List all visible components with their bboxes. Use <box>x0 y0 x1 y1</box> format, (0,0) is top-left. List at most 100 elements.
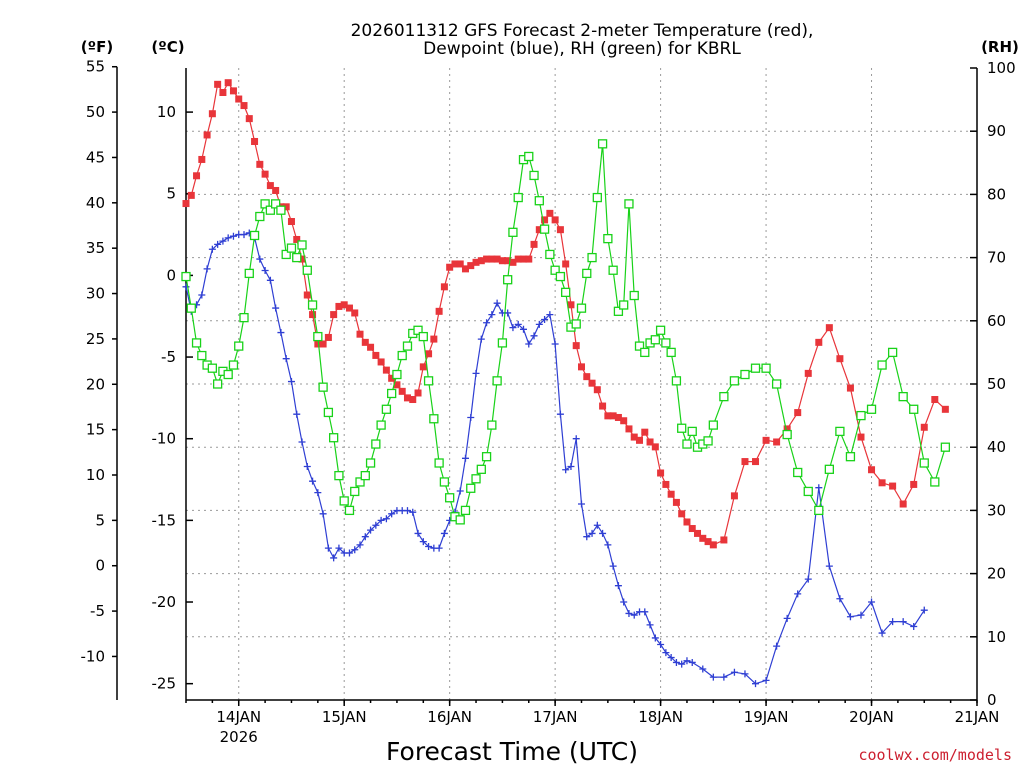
relative-humidity-point <box>613 306 624 316</box>
2-meter-dewpoint-point <box>182 283 190 291</box>
2-meter-dewpoint-point <box>361 533 369 541</box>
2-meter-temperature-point <box>641 428 649 436</box>
2-meter-temperature-point <box>393 381 401 389</box>
2-meter-dewpoint-point <box>214 240 222 248</box>
relative-humidity-point <box>212 379 223 389</box>
2-meter-temperature-point <box>530 240 538 248</box>
2-meter-dewpoint-point <box>372 521 380 529</box>
2-meter-dewpoint-point <box>720 673 728 681</box>
2-meter-temperature-series <box>182 79 949 549</box>
2-meter-temperature-point <box>920 423 928 431</box>
relative-humidity-series <box>181 139 951 525</box>
2-meter-temperature-point <box>261 170 269 178</box>
relative-humidity-point <box>466 483 476 493</box>
2-meter-temperature-point <box>741 458 749 466</box>
fahrenheit-tick-label: 15 <box>86 421 105 439</box>
relative-humidity-point <box>650 335 660 345</box>
2-meter-dewpoint-point <box>309 477 317 485</box>
2-meter-temperature-line <box>185 81 946 546</box>
relative-humidity-point <box>814 505 824 516</box>
2-meter-dewpoint-point <box>572 435 580 443</box>
relative-humidity-point <box>513 192 523 203</box>
fahrenheit-tick-label: 0 <box>95 557 105 575</box>
2-meter-temperature-point <box>504 257 512 265</box>
2-meter-temperature-point <box>214 80 222 88</box>
2-meter-temperature-point <box>272 186 280 194</box>
relative-humidity-point <box>445 493 455 503</box>
2-meter-dewpoint-point <box>219 237 227 245</box>
2-meter-temperature-point <box>899 500 907 508</box>
relative-humidity-point <box>234 341 244 351</box>
relative-humidity-point <box>898 391 908 402</box>
2-meter-dewpoint-point <box>609 562 617 570</box>
relative-humidity-point <box>392 369 402 380</box>
relative-humidity-point <box>402 341 413 351</box>
2-meter-dewpoint-point <box>367 526 375 534</box>
relative-humidity-point <box>244 268 254 279</box>
2-meter-temperature-point <box>625 425 633 433</box>
x-tick-label: 17JAN <box>533 708 578 726</box>
2-meter-temperature-point <box>868 466 876 474</box>
2-meter-temperature-point <box>593 386 601 394</box>
2-meter-temperature-point <box>646 438 654 446</box>
relative-humidity-point <box>545 249 555 260</box>
relative-humidity-point <box>207 363 218 373</box>
relative-humidity-point <box>397 350 407 361</box>
2-meter-dewpoint-point <box>314 489 322 497</box>
2-meter-dewpoint-point <box>815 484 823 492</box>
grid-lines <box>186 68 977 700</box>
relative-humidity-point <box>223 369 233 380</box>
2-meter-dewpoint-point <box>752 680 760 688</box>
2-meter-dewpoint-point <box>688 658 696 666</box>
relative-humidity-point <box>307 300 318 310</box>
2-meter-dewpoint-point <box>509 324 517 332</box>
2-meter-dewpoint-point <box>583 533 591 541</box>
2-meter-temperature-point <box>229 87 237 95</box>
2-meter-temperature-point <box>493 255 501 263</box>
relative-humidity-point <box>677 423 687 433</box>
2-meter-temperature-point <box>709 541 717 549</box>
2-meter-dewpoint-point <box>783 614 791 622</box>
rh-tick-label: 70 <box>987 249 1006 267</box>
relative-humidity-point <box>634 341 645 351</box>
axes <box>112 65 978 706</box>
2-meter-temperature-point <box>187 191 195 199</box>
relative-humidity-point <box>429 414 439 424</box>
x-tick-label: 15JAN <box>322 708 367 726</box>
relative-humidity-point <box>334 470 344 481</box>
2-meter-dewpoint-point <box>224 234 232 242</box>
2-meter-temperature-point <box>367 343 375 351</box>
2-meter-dewpoint-point <box>488 311 496 319</box>
relative-humidity-point <box>687 426 697 437</box>
2-meter-dewpoint-point <box>667 654 675 662</box>
2-meter-dewpoint-point <box>240 231 248 239</box>
2-meter-temperature-point <box>409 396 417 404</box>
celsius-tick-label: 0 <box>166 266 176 284</box>
relative-humidity-point <box>344 505 355 516</box>
2-meter-dewpoint-point <box>556 410 564 418</box>
relative-humidity-point <box>286 243 297 253</box>
relative-humidity-point <box>761 363 771 373</box>
relative-humidity-point <box>592 192 602 203</box>
2-meter-temperature-point <box>377 358 385 366</box>
2-meter-temperature-point <box>730 492 738 500</box>
2-meter-dewpoint-point <box>272 304 280 312</box>
relative-humidity-point <box>550 265 560 275</box>
rh-tick-label: 20 <box>987 565 1006 583</box>
2-meter-dewpoint-point <box>335 544 343 552</box>
2-meter-dewpoint-point <box>261 267 269 275</box>
celsius-tick-label: -5 <box>161 348 176 366</box>
2-meter-temperature-point <box>324 333 332 341</box>
2-meter-temperature-point <box>498 257 506 265</box>
2-meter-dewpoint-point <box>804 575 812 583</box>
2-meter-temperature-point <box>356 330 364 338</box>
relative-humidity-point <box>608 265 618 275</box>
relative-humidity-point <box>682 439 692 449</box>
relative-humidity-point <box>845 452 856 462</box>
relative-humidity-point <box>191 338 202 348</box>
relative-humidity-point <box>297 240 307 250</box>
2-meter-temperature-point <box>657 469 665 477</box>
2-meter-dewpoint-point <box>324 544 332 552</box>
2-meter-temperature-point <box>235 95 243 103</box>
